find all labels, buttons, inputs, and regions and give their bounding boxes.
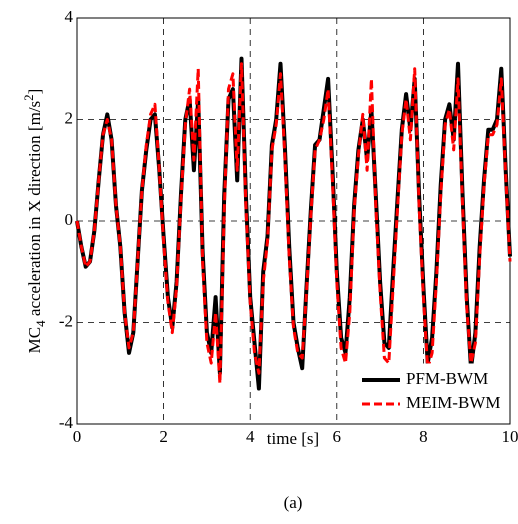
y-tick-label: 2 (65, 108, 74, 127)
y-label-part: MC (25, 327, 44, 353)
x-tick-label: 2 (159, 427, 168, 446)
y-tick-label: -2 (59, 311, 73, 330)
y-tick-label: 0 (65, 210, 74, 229)
y-axis-label: MC4 acceleration in X direction [m/s2] (21, 89, 48, 354)
x-tick-label: 10 (502, 427, 518, 446)
x-tick-label: 0 (73, 427, 82, 446)
legend-label: MEIM-BWM (406, 393, 500, 412)
legend-label: PFM-BWM (406, 369, 488, 388)
y-tick-label: 4 (65, 7, 74, 26)
data-line (77, 64, 510, 384)
y-label-part: ] (25, 89, 44, 95)
x-axis-label: time [s] (267, 429, 319, 448)
x-tick-label: 8 (419, 427, 428, 446)
y-label-part: acceleration in X direction [m/s (25, 101, 44, 321)
x-tick-label: 4 (246, 427, 255, 446)
x-tick-label: 6 (333, 427, 342, 446)
caption: (a) (284, 493, 303, 512)
data-line (77, 59, 510, 389)
y-tick-label: -4 (59, 413, 74, 432)
